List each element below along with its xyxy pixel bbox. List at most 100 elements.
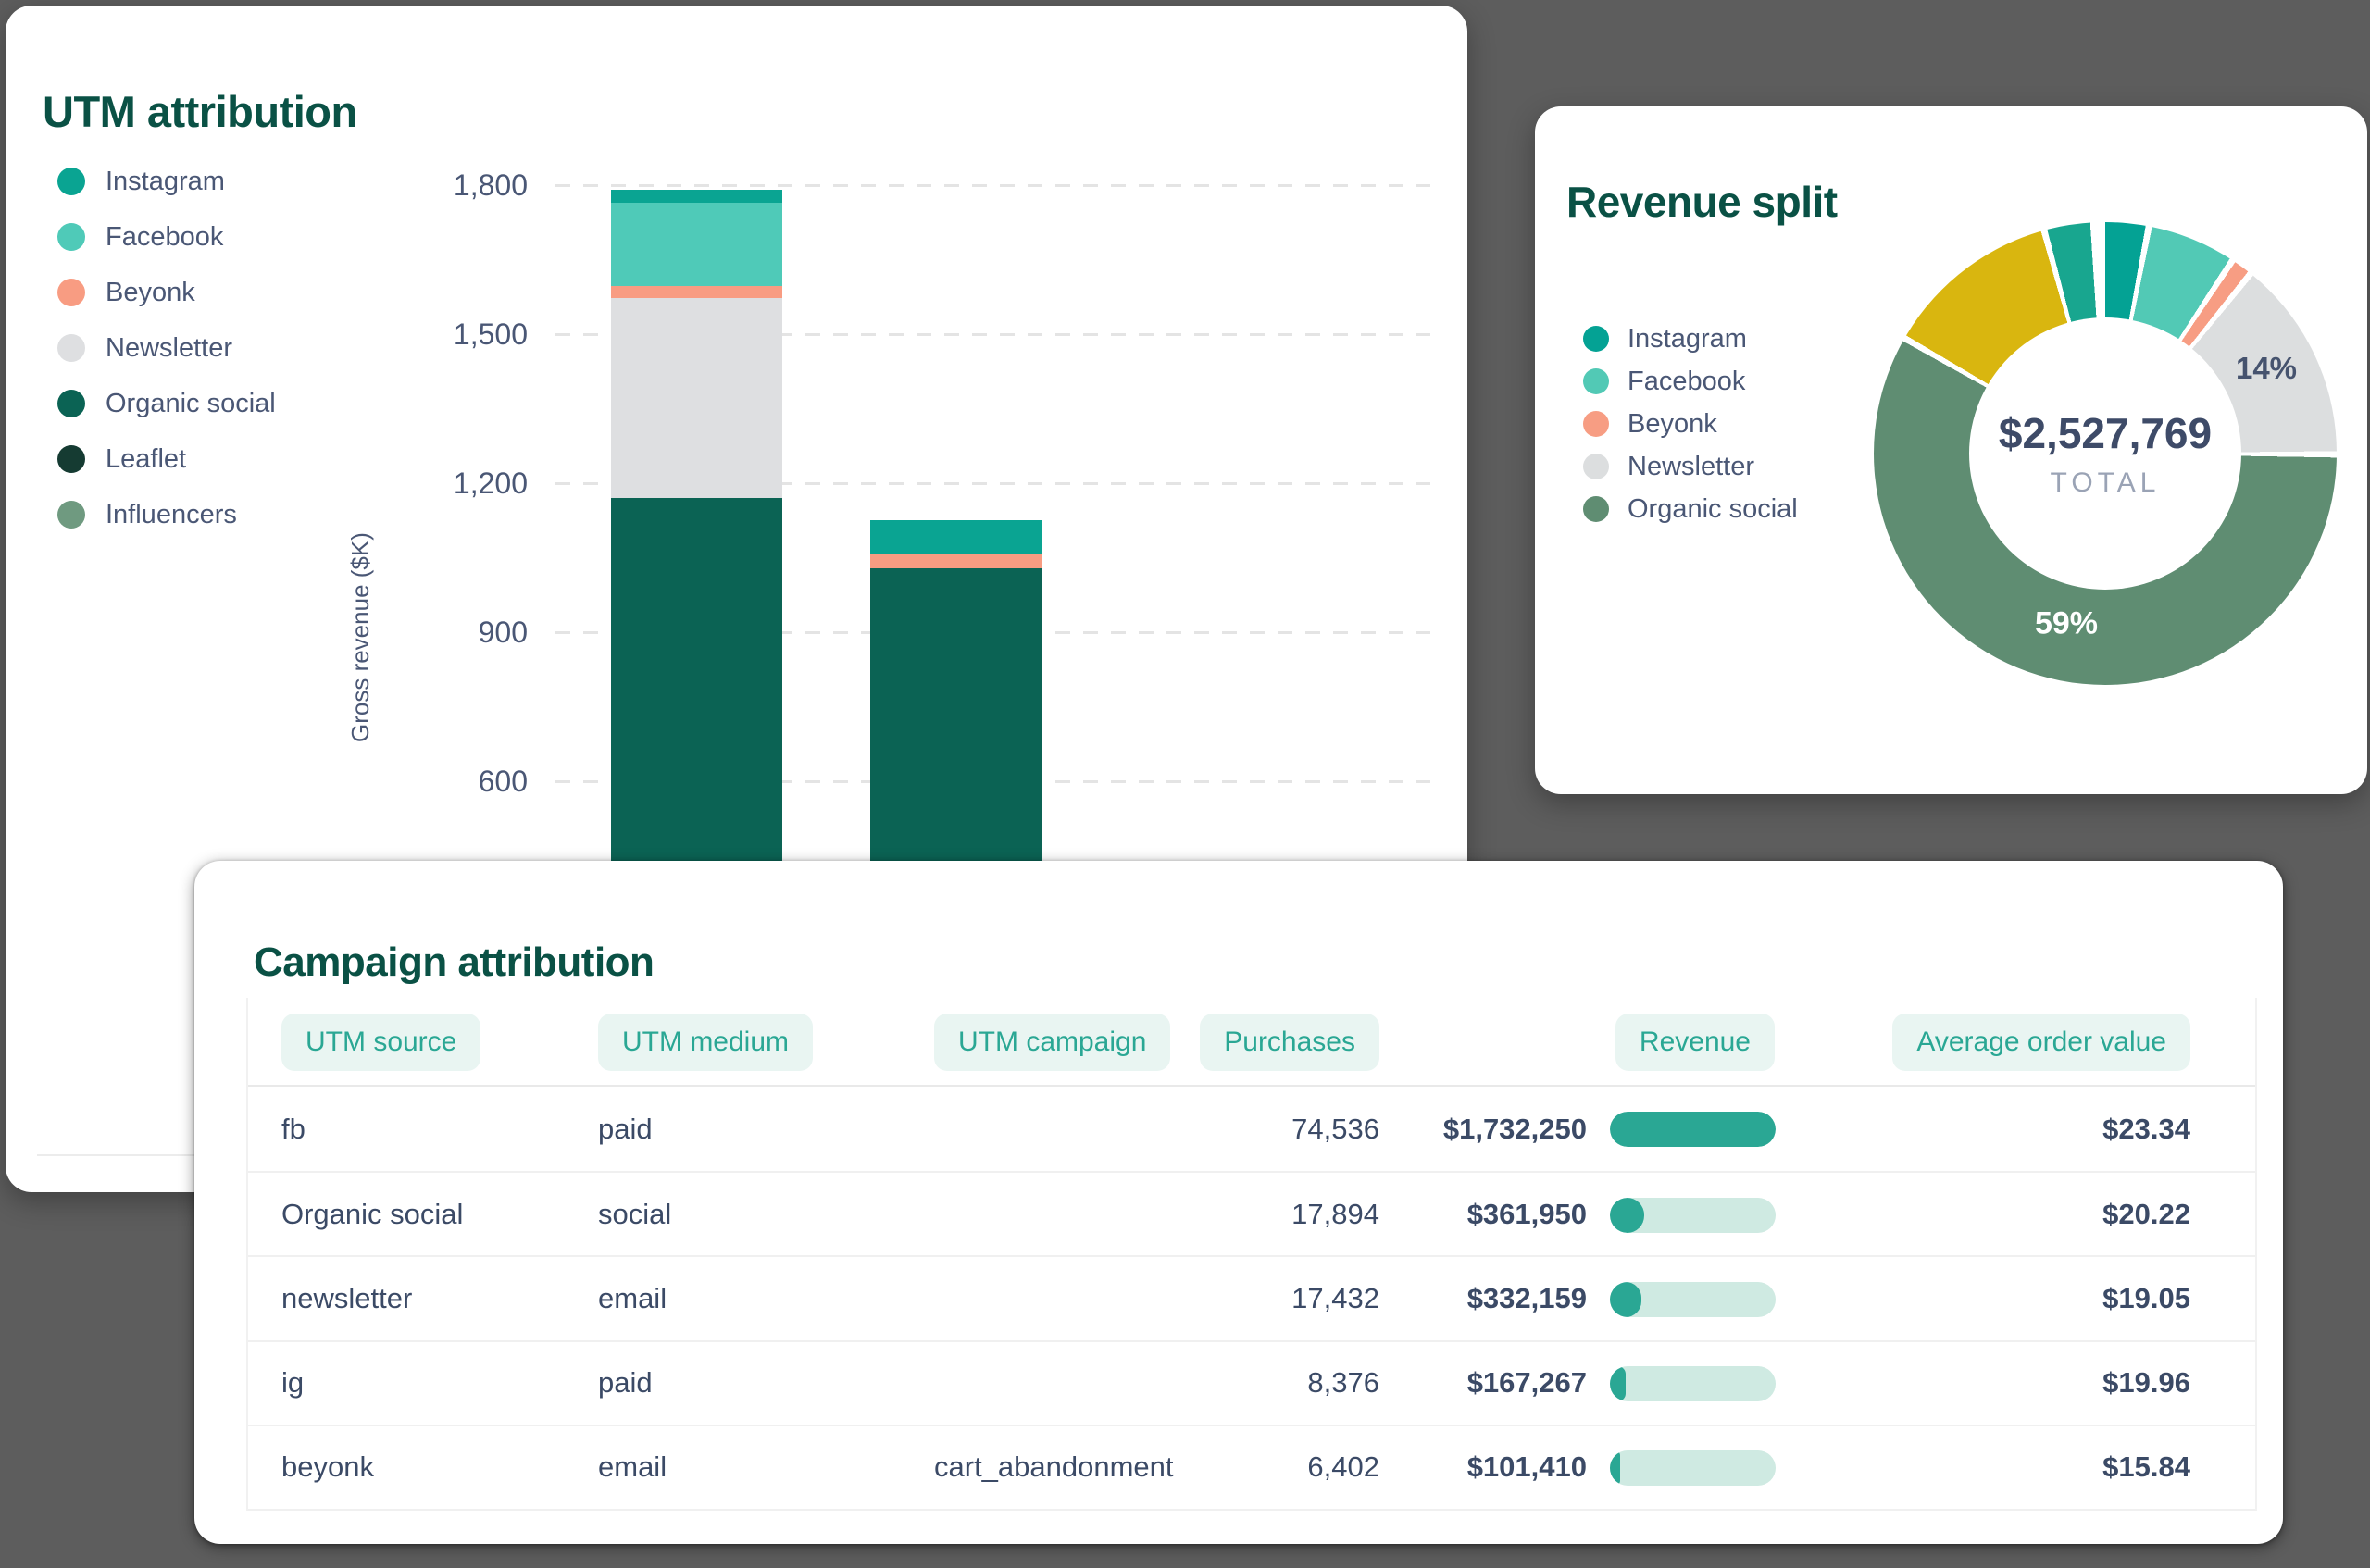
cell-utm-medium: paid xyxy=(598,1112,653,1145)
legend-label: Beyonk xyxy=(1628,408,1717,439)
cell-average-order-value: $23.34 xyxy=(2102,1112,2190,1145)
cell-average-order-value: $20.22 xyxy=(2102,1197,2190,1230)
cell-purchases: 6,402 xyxy=(1307,1450,1379,1484)
y-axis-tick-label: 1,200 xyxy=(453,467,528,500)
utm-legend-swatch-icon xyxy=(57,501,85,529)
cell-purchases: 74,536 xyxy=(1291,1112,1379,1145)
revenue-legend-swatch-icon xyxy=(1583,411,1609,437)
legend-label: Beyonk xyxy=(106,277,195,307)
revenue-progress-bar xyxy=(1610,1197,1776,1233)
column-header-revenue[interactable]: Revenue xyxy=(1615,1014,1775,1071)
cell-utm-medium: email xyxy=(598,1450,667,1484)
revenue-progress-bar xyxy=(1610,1281,1776,1317)
y-axis-tick-label: 1,500 xyxy=(453,317,528,351)
bar-segment-beyonk xyxy=(870,554,1042,569)
utm-legend-item-newsletter[interactable]: Newsletter xyxy=(57,320,276,376)
campaign-table: UTM source UTM medium UTM campaign Purchase… xyxy=(246,998,2257,1511)
revenue-split-title: Revenue split xyxy=(1566,178,1838,227)
donut-label-organic-pct: 59% xyxy=(2034,605,2099,641)
cell-utm-campaign: cart_abandonment xyxy=(934,1450,1174,1484)
legend-label: Organic social xyxy=(106,388,276,418)
column-header-utm-campaign[interactable]: UTM campaign xyxy=(934,1014,1171,1071)
gridline xyxy=(555,332,1430,336)
revenue-legend-item-beyonk[interactable]: Beyonk xyxy=(1583,403,1798,445)
table-row: newsletter email 17,432 $332,159 $19.05 xyxy=(248,1255,2255,1339)
cell-utm-source: fb xyxy=(281,1112,306,1145)
utm-legend-item-influencers[interactable]: Influencers xyxy=(57,487,276,542)
revenue-legend-item-organic_social[interactable]: Organic social xyxy=(1583,488,1798,530)
campaign-table-header: UTM source UTM medium UTM campaign Purchase… xyxy=(248,998,2255,1087)
utm-legend-item-beyonk[interactable]: Beyonk xyxy=(57,265,276,320)
donut-label-newsletter-pct: 14% xyxy=(2235,351,2298,385)
cell-utm-medium: social xyxy=(598,1197,672,1230)
table-row: Organic social social 17,894 $361,950 $20.22 xyxy=(248,1171,2255,1255)
revenue-progress-fill xyxy=(1610,1111,1776,1147)
bar-segment-facebook xyxy=(611,202,782,286)
y-axis-tick-label: 600 xyxy=(478,765,528,798)
bar-segment-instagram xyxy=(870,519,1042,554)
legend-label: Newsletter xyxy=(106,332,232,363)
utm-legend-swatch-icon xyxy=(57,390,85,417)
revenue-legend-swatch-icon xyxy=(1583,326,1609,352)
utm-legend-swatch-icon xyxy=(57,334,85,362)
legend-label: Newsletter xyxy=(1628,451,1754,481)
gridline xyxy=(555,481,1430,485)
utm-legend-swatch-icon xyxy=(57,445,85,473)
column-header-utm-medium[interactable]: UTM medium xyxy=(598,1014,814,1071)
cell-revenue: $101,410 xyxy=(1466,1450,1587,1484)
revenue-legend: Instagram Facebook Beyonk Newsletter Organic… xyxy=(1583,317,1798,530)
column-header-average-order-value[interactable]: Average order value xyxy=(1892,1014,2190,1071)
column-header-purchases[interactable]: Purchases xyxy=(1200,1014,1379,1071)
utm-legend-swatch-icon xyxy=(57,223,85,251)
campaign-table-body: fb paid 74,536 $1,732,250 $23.34 Organic soci… xyxy=(248,1087,2255,1509)
column-header-utm-source[interactable]: UTM source xyxy=(281,1014,481,1071)
utm-attribution-title: UTM attribution xyxy=(43,87,357,136)
cell-revenue: $332,159 xyxy=(1466,1281,1587,1314)
revenue-progress-fill xyxy=(1610,1197,1645,1233)
cell-purchases: 8,376 xyxy=(1307,1366,1379,1400)
cell-utm-source: newsletter xyxy=(281,1281,413,1314)
revenue-legend-swatch-icon xyxy=(1583,454,1609,479)
utm-legend-swatch-icon xyxy=(57,168,85,195)
revenue-donut: $2,527,769 TOTAL 14% 59% xyxy=(1874,222,2337,685)
utm-legend-item-instagram[interactable]: Instagram xyxy=(57,154,276,209)
cell-revenue: $1,732,250 xyxy=(1442,1112,1587,1145)
revenue-progress-bar xyxy=(1610,1366,1776,1402)
campaign-attribution-title: Campaign attribution xyxy=(254,939,655,985)
y-axis-tick-label: 900 xyxy=(478,616,528,649)
campaign-attribution-card: Campaign attribution UTM source UTM mediu… xyxy=(194,861,2283,1544)
revenue-legend-item-instagram[interactable]: Instagram xyxy=(1583,317,1798,360)
utm-legend-item-leaflet[interactable]: Leaflet xyxy=(57,431,276,487)
legend-label: Facebook xyxy=(1628,366,1746,396)
revenue-legend-item-newsletter[interactable]: Newsletter xyxy=(1583,445,1798,488)
utm-legend-item-organic_social[interactable]: Organic social xyxy=(57,376,276,431)
cell-utm-source: beyonk xyxy=(281,1450,374,1484)
revenue-legend-item-facebook[interactable]: Facebook xyxy=(1583,360,1798,403)
cell-purchases: 17,894 xyxy=(1291,1197,1379,1230)
revenue-split-card: Revenue split Instagram Facebook Beyonk New… xyxy=(1535,106,2367,794)
table-row: fb paid 74,536 $1,732,250 $23.34 xyxy=(248,1087,2255,1171)
revenue-progress-fill xyxy=(1610,1366,1627,1402)
revenue-progress-fill xyxy=(1610,1450,1620,1487)
revenue-progress-bar xyxy=(1610,1450,1776,1487)
utm-legend-swatch-icon xyxy=(57,279,85,306)
cell-utm-source: Organic social xyxy=(281,1197,464,1230)
utm-legend-item-facebook[interactable]: Facebook xyxy=(57,209,276,265)
cell-average-order-value: $19.05 xyxy=(2102,1281,2190,1314)
utm-y-axis-title: Gross revenue ($K) xyxy=(346,532,374,743)
table-row: ig paid 8,376 $167,267 $19.96 xyxy=(248,1339,2255,1425)
legend-label: Organic social xyxy=(1628,493,1798,524)
revenue-progress-fill xyxy=(1610,1281,1642,1317)
legend-label: Instagram xyxy=(1628,323,1747,354)
cell-utm-medium: email xyxy=(598,1281,667,1314)
gridline xyxy=(555,183,1430,187)
cell-purchases: 17,432 xyxy=(1291,1281,1379,1314)
cell-utm-source: ig xyxy=(281,1366,305,1400)
bar-segment-beyonk xyxy=(611,285,782,298)
cell-average-order-value: $19.96 xyxy=(2102,1366,2190,1400)
table-row: beyonk email cart_abandonment 6,402 $101,410… xyxy=(248,1424,2255,1509)
legend-label: Instagram xyxy=(106,166,225,196)
revenue-legend-swatch-icon xyxy=(1583,368,1609,394)
revenue-progress-bar xyxy=(1610,1111,1776,1147)
